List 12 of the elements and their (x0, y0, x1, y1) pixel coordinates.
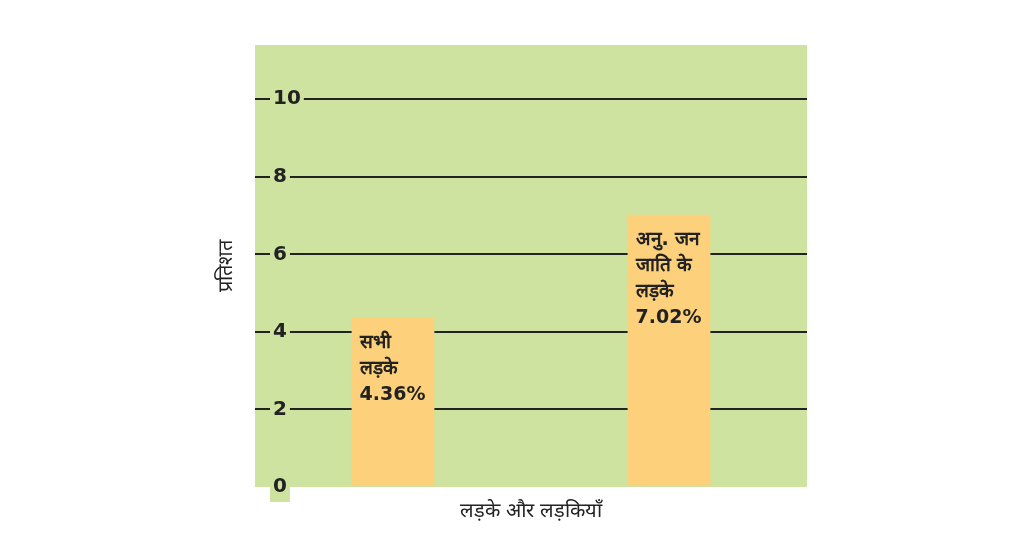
y-tick-label: 4 (273, 318, 287, 343)
y-tick-label: 10 (273, 85, 301, 110)
data-label: 7.02% (635, 304, 702, 327)
x-tick-label: सभी लड़के (358, 329, 399, 378)
x-tick-label: अनु. जन जाति के लड़के (634, 226, 702, 301)
y-axis-title: प्रतिशत (213, 239, 238, 292)
y-tick-label: 8 (273, 163, 287, 188)
y-tick-label: 6 (273, 240, 287, 265)
x-axis-title: लड़के और लड़कियाँ (459, 498, 604, 522)
y-tick-label: 0 (273, 473, 287, 498)
data-label: 4.36% (359, 381, 426, 404)
y-tick-label: 2 (273, 395, 287, 420)
